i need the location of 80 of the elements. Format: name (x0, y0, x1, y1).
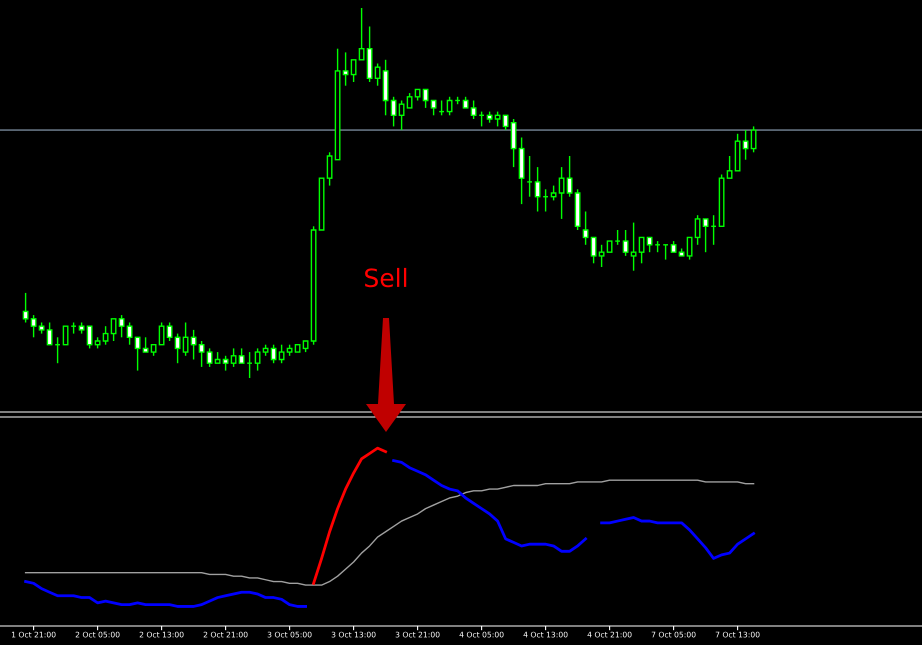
candlestick (630, 222, 636, 272)
candlestick (606, 240, 612, 253)
candlestick (254, 348, 260, 372)
candlestick (662, 244, 669, 260)
candlestick (590, 236, 596, 264)
candlestick (494, 110, 500, 128)
candlestick (246, 351, 253, 379)
candlestick (438, 100, 445, 116)
candlestick (278, 344, 284, 364)
candlestick (46, 322, 52, 346)
candlestick (110, 318, 116, 342)
candlestick (446, 96, 452, 116)
candlestick (566, 155, 572, 198)
candlestick (70, 322, 77, 334)
candlestick (686, 236, 692, 260)
candlestick (350, 59, 356, 83)
candlestick (470, 100, 476, 120)
candlestick (670, 240, 676, 253)
candlestick (430, 100, 436, 116)
candlestick (326, 152, 332, 186)
candlestick (654, 240, 661, 253)
candlestick (150, 344, 156, 356)
candlestick (270, 344, 276, 364)
candlestick (702, 218, 708, 253)
candlestick (238, 348, 244, 364)
candlestick (486, 110, 492, 124)
candlestick (502, 114, 508, 131)
candlestick (742, 129, 748, 160)
candlestick (302, 340, 308, 353)
candlestick (542, 188, 549, 212)
candlestick (646, 236, 652, 253)
candlestick (126, 322, 132, 346)
candlestick (206, 348, 212, 368)
candlestick (222, 355, 228, 372)
candlestick (134, 336, 140, 372)
candlestick (478, 110, 485, 128)
candlestick (62, 326, 68, 346)
candlestick (158, 322, 164, 346)
candlestick (342, 52, 348, 86)
candlestick (30, 314, 36, 338)
candlestick (726, 155, 732, 179)
candlestick (750, 126, 756, 153)
candlestick (422, 88, 428, 109)
candlestick (182, 322, 188, 356)
candlestick (534, 166, 540, 212)
candlestick (86, 326, 92, 350)
candlestick (582, 210, 588, 246)
candlestick (166, 322, 172, 342)
candlestick (190, 329, 196, 360)
candlestick (414, 88, 420, 102)
candlestick (526, 155, 533, 198)
candlestick (374, 62, 380, 86)
candlestick (398, 100, 404, 131)
candlestick (638, 236, 644, 264)
candlestick (406, 92, 412, 109)
candlestick (94, 336, 100, 350)
candlestick (622, 229, 628, 257)
candlestick (462, 96, 468, 109)
candlestick (286, 344, 292, 356)
candlestick (358, 7, 364, 60)
candlestick (118, 314, 124, 338)
candlestick (102, 326, 108, 346)
candlestick (78, 322, 84, 334)
candlestick (198, 340, 204, 368)
candlestick (22, 292, 28, 324)
candlestick (390, 96, 396, 128)
candlestick (262, 344, 268, 356)
annotation: Sell (365, 268, 406, 288)
candlestick (694, 214, 700, 246)
candlestick (174, 332, 180, 364)
candlestick (54, 336, 61, 364)
candlestick (710, 214, 717, 246)
candlestick (38, 322, 44, 334)
candlestick (558, 166, 564, 220)
candlestick (214, 351, 220, 364)
candlestick (142, 336, 148, 353)
candlestick (614, 229, 621, 246)
candlestick (230, 348, 236, 368)
candlestick (598, 244, 604, 268)
candlestick (550, 184, 556, 202)
